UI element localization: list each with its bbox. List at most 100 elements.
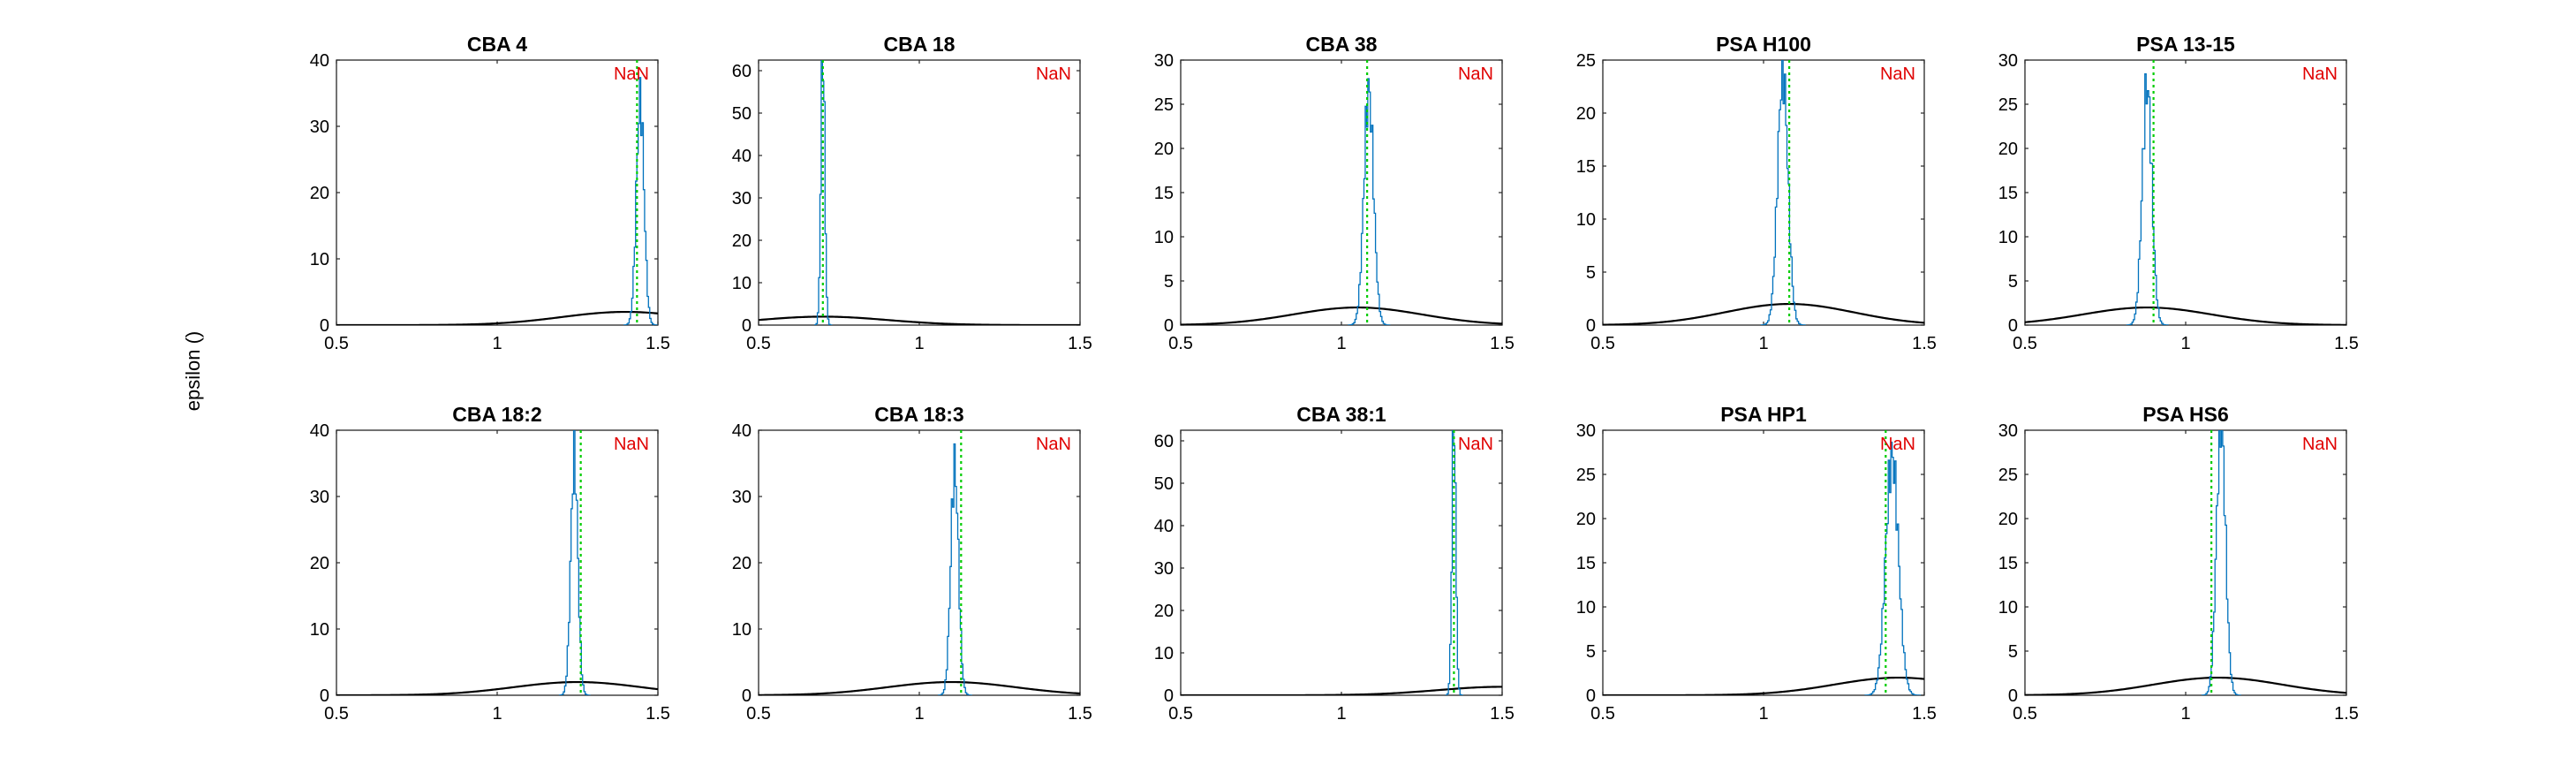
y-tick-label: 30 — [1154, 559, 1174, 579]
y-tick-label: 10 — [1998, 598, 2018, 618]
x-tick-label: 1.5 — [2334, 334, 2359, 353]
y-tick-label: 5 — [1586, 263, 1596, 283]
axes-box — [2024, 429, 2347, 696]
x-tick-label: 1.5 — [2334, 704, 2359, 724]
y-tick-label: 20 — [732, 554, 752, 573]
y-tick-label: 20 — [310, 184, 329, 203]
plot-area — [759, 430, 1080, 695]
posterior-histogram — [1864, 441, 1922, 695]
x-tick-label: 1 — [1336, 334, 1346, 353]
y-tick-label: 10 — [732, 274, 752, 293]
subplot-title: CBA 18 — [884, 33, 956, 56]
y-tick-label: 5 — [2008, 642, 2018, 662]
y-tick-label: 20 — [732, 231, 752, 251]
prior-curve — [2025, 306, 2346, 325]
nan-annotation: NaN — [1036, 64, 1071, 84]
y-tick-label: 30 — [1998, 51, 2018, 71]
x-tick-label: 0.5 — [2013, 334, 2037, 353]
axes-box — [1602, 59, 1925, 326]
x-tick-label: 1.5 — [1912, 334, 1937, 353]
prior-curve — [2025, 676, 2346, 695]
subplot-title: PSA 13-15 — [2136, 33, 2235, 56]
nan-annotation: NaN — [1880, 64, 1915, 84]
subplot-3: 0.5 1 1.5 0 5 10 15 20 25 30 CBA 38 NaN — [1154, 33, 1515, 353]
axes-box — [758, 429, 1081, 696]
nan-annotation: NaN — [614, 435, 649, 454]
y-tick-label: 25 — [1998, 95, 2018, 115]
y-tick-label: 40 — [732, 147, 752, 166]
plot-area — [759, 60, 1080, 325]
posterior-histogram — [2126, 73, 2169, 325]
posterior-histogram — [623, 77, 658, 325]
plot-area — [336, 60, 658, 325]
subplot-title: CBA 38 — [1306, 33, 1378, 56]
y-tick-label: 30 — [310, 488, 329, 507]
nan-annotation: NaN — [1458, 435, 1493, 454]
y-tick-label: 50 — [732, 104, 752, 124]
x-tick-label: 1 — [914, 334, 924, 353]
x-tick-label: 0.5 — [746, 334, 771, 353]
y-tick-label: 15 — [1998, 184, 2018, 203]
x-tick-label: 1.5 — [1490, 704, 1515, 724]
y-tick-label: 10 — [732, 620, 752, 640]
y-tick-label: 0 — [320, 686, 329, 706]
subplot-title: PSA H100 — [1716, 33, 1811, 56]
y-tick-label: 10 — [1998, 228, 2018, 247]
subplot-title: CBA 4 — [467, 33, 527, 56]
y-tick-label: 30 — [732, 488, 752, 507]
subplot-8: 0.5 1 1.5 0 10 20 30 40 50 60 CBA 38:1 NaN — [1154, 403, 1515, 724]
y-tick-label: 30 — [1998, 421, 2018, 441]
subplot-title: CBA 38:1 — [1296, 403, 1386, 426]
y-tick-label: 10 — [310, 620, 329, 640]
plot-area — [1181, 430, 1502, 695]
x-tick-label: 1 — [1758, 704, 1768, 724]
y-tick-label: 20 — [1576, 510, 1596, 529]
axes-box — [2024, 59, 2347, 326]
y-tick-label: 5 — [1164, 272, 1174, 292]
x-tick-label: 0.5 — [1168, 334, 1193, 353]
y-tick-label: 10 — [310, 250, 329, 269]
posterior-histogram — [938, 443, 972, 695]
nan-annotation: NaN — [1880, 435, 1915, 454]
posterior-histogram — [1348, 78, 1391, 325]
prior-curve — [759, 680, 1080, 695]
y-tick-label: 25 — [1576, 51, 1596, 71]
y-tick-label: 0 — [742, 686, 752, 706]
y-tick-label: 25 — [1576, 466, 1596, 485]
x-tick-label: 1 — [2180, 704, 2190, 724]
x-tick-label: 1.5 — [646, 334, 670, 353]
x-tick-label: 0.5 — [1590, 334, 1615, 353]
y-tick-label: 30 — [310, 117, 329, 137]
y-tick-label: 0 — [742, 316, 752, 336]
x-tick-label: 1.5 — [1068, 704, 1092, 724]
y-tick-label: 25 — [1154, 95, 1174, 115]
x-tick-label: 1 — [1758, 334, 1768, 353]
subplot-6: 0.5 1 1.5 0 10 20 30 40 CBA 18:2 NaN — [310, 403, 670, 724]
prior-curve — [1603, 302, 1924, 325]
x-tick-label: 0.5 — [324, 704, 349, 724]
subplot-10: 0.5 1 1.5 0 5 10 15 20 25 30 PSA HS6 NaN — [1998, 403, 2359, 724]
nan-annotation: NaN — [2302, 64, 2338, 84]
y-tick-label: 15 — [1576, 157, 1596, 177]
x-tick-label: 1 — [914, 704, 924, 724]
x-tick-label: 1 — [1336, 704, 1346, 724]
subplot-title: PSA HS6 — [2142, 403, 2229, 426]
y-tick-label: 0 — [2008, 686, 2018, 706]
axes-box — [1180, 429, 1503, 696]
y-tick-label: 20 — [1154, 602, 1174, 621]
subplot-title: CBA 18:2 — [452, 403, 541, 426]
y-tick-label: 0 — [1586, 316, 1596, 336]
x-tick-label: 0.5 — [1590, 704, 1615, 724]
prior-curve — [336, 680, 658, 695]
y-tick-label: 20 — [1154, 140, 1174, 159]
y-tick-label: 40 — [310, 51, 329, 71]
prior-curve — [759, 315, 1080, 325]
y-tick-label: 40 — [732, 421, 752, 441]
subplot-1: 0.5 1 1.5 0 10 20 30 40 CBA 4 NaN — [310, 33, 670, 353]
plot-area — [2025, 430, 2346, 695]
y-tick-label: 0 — [1164, 686, 1174, 706]
y-tick-label: 5 — [2008, 272, 2018, 292]
y-tick-label: 0 — [1586, 686, 1596, 706]
